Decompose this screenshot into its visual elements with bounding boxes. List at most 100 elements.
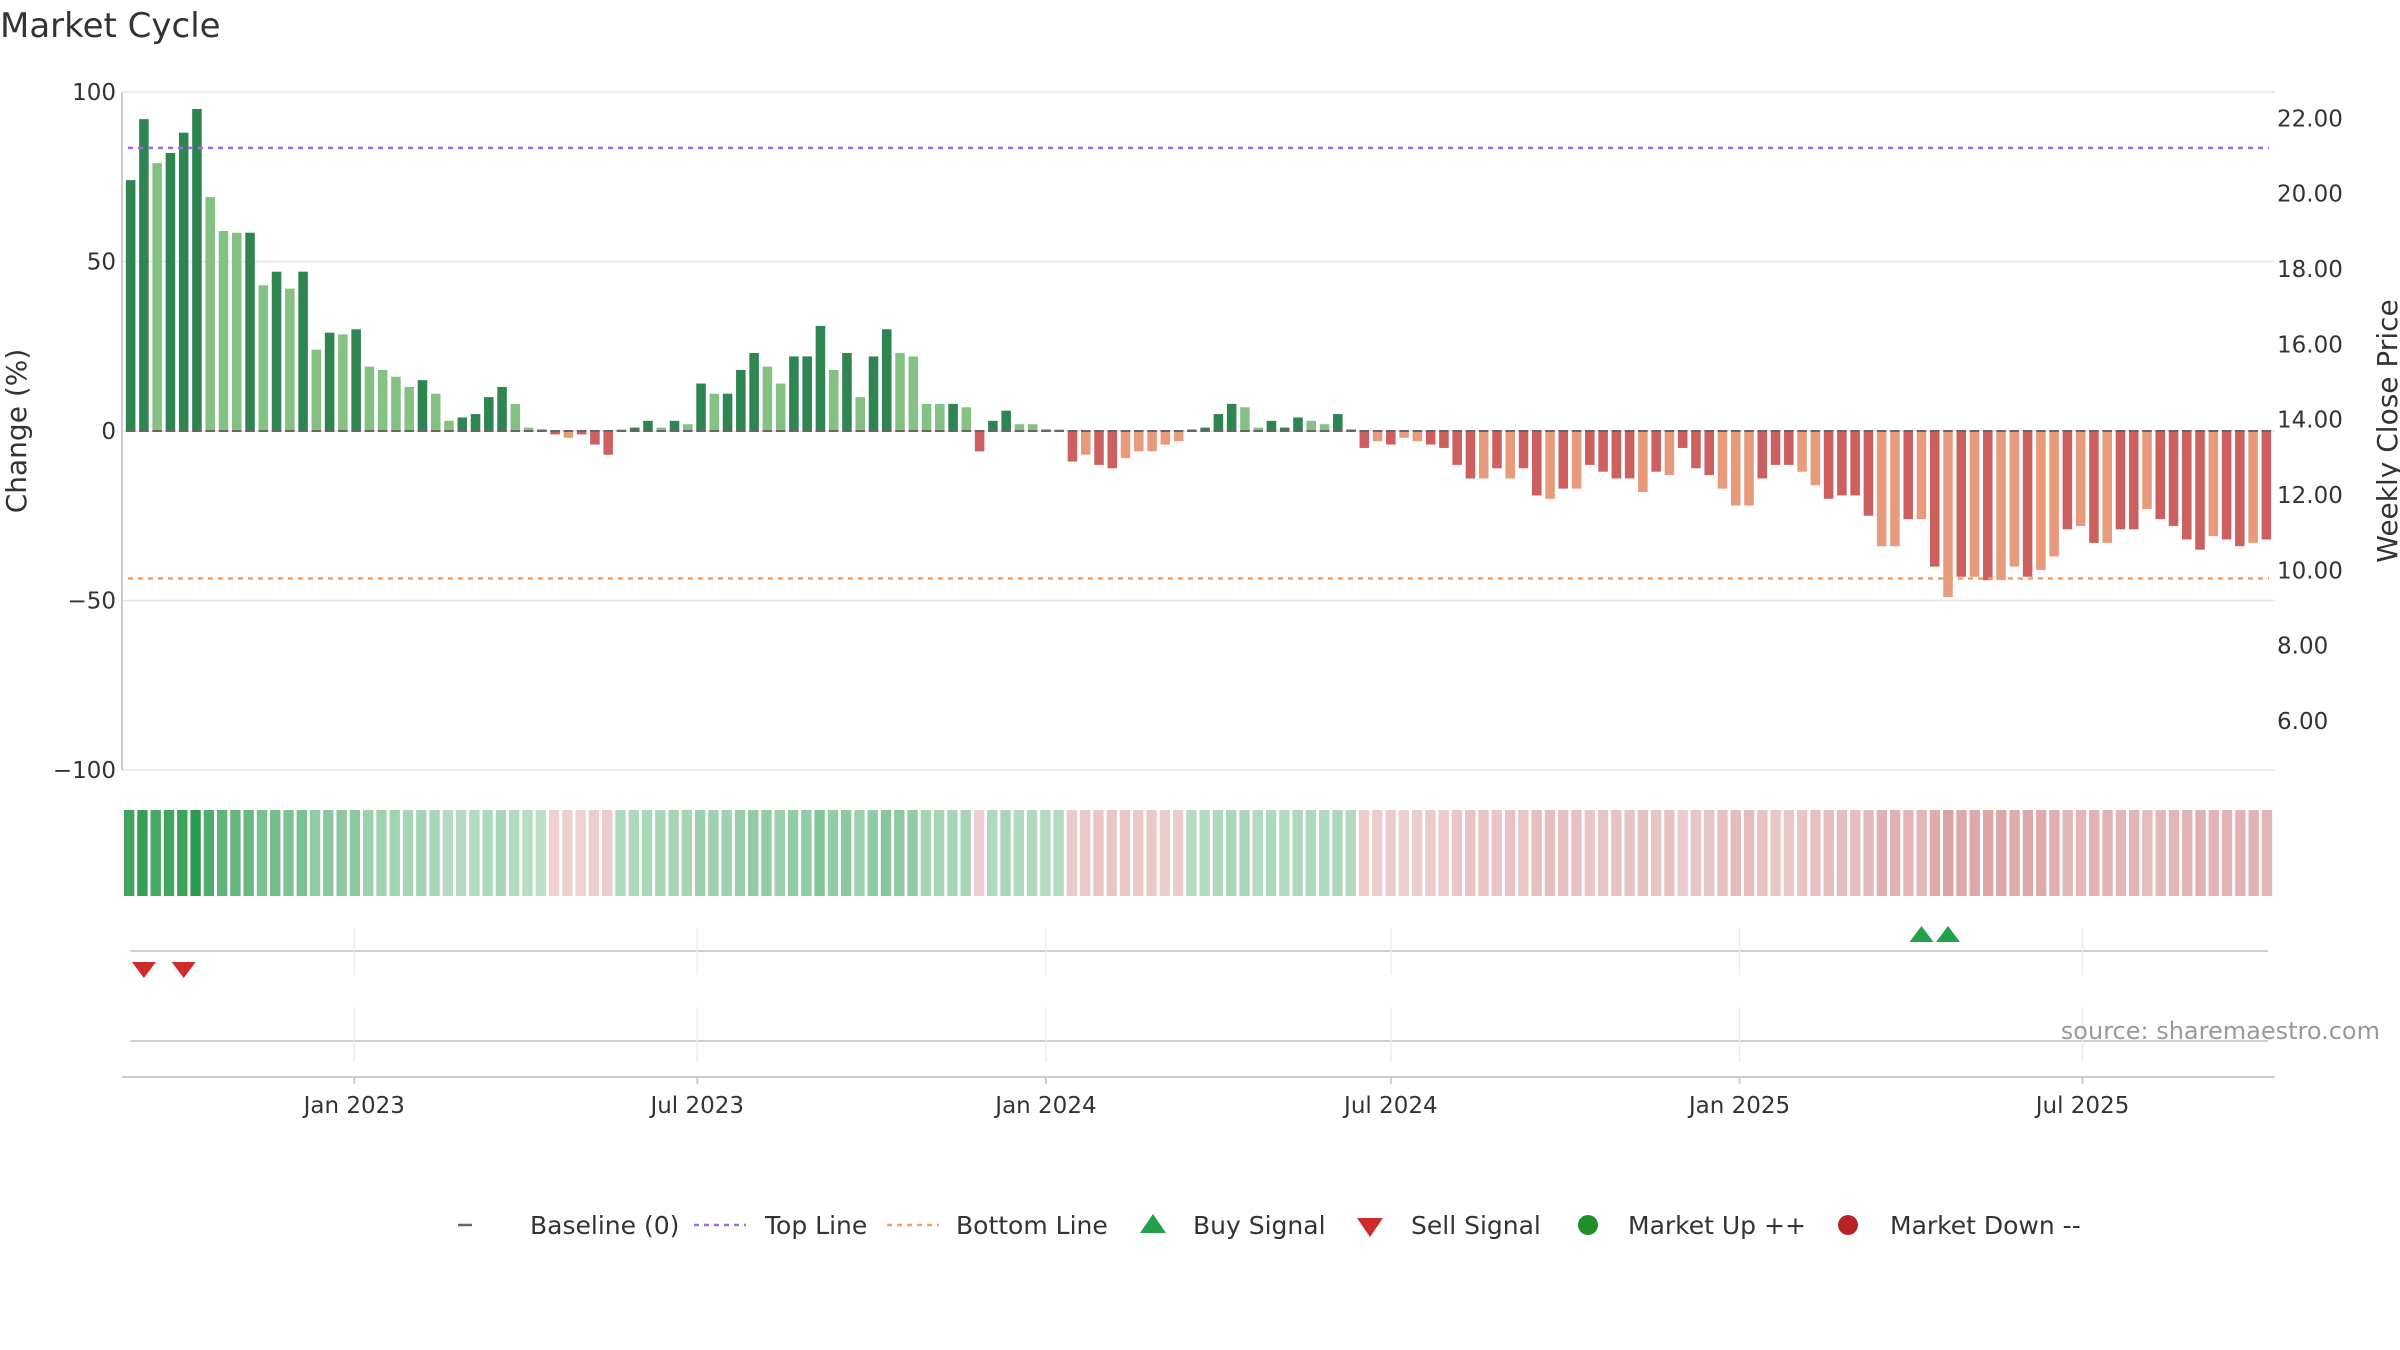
heat-cell bbox=[1013, 810, 1024, 896]
bar bbox=[2036, 431, 2046, 570]
heat-cell bbox=[2075, 810, 2087, 896]
bar bbox=[1717, 431, 1728, 489]
bar bbox=[1996, 431, 2006, 581]
heat-cell bbox=[854, 810, 865, 896]
heat-cell bbox=[1093, 810, 1104, 896]
bar bbox=[988, 420, 998, 431]
heat-cell bbox=[1000, 810, 1011, 896]
heat-cell bbox=[1956, 810, 1967, 896]
source-label: source: sharemaestro.com bbox=[2061, 1017, 2380, 1045]
bar bbox=[1134, 431, 1144, 452]
heat-cell bbox=[1757, 810, 1768, 896]
heat-cell bbox=[1119, 810, 1131, 896]
bar bbox=[1876, 431, 1887, 547]
axes-layer bbox=[121, 92, 2275, 1078]
bar bbox=[603, 431, 613, 455]
heat-cell bbox=[1319, 810, 1330, 896]
heat-cell bbox=[1292, 810, 1303, 896]
left-axis-title: Change (%) bbox=[0, 349, 33, 514]
bar bbox=[1359, 431, 1370, 448]
heat-cell bbox=[2195, 810, 2206, 896]
bar bbox=[1585, 431, 1595, 465]
heat-cell bbox=[256, 810, 268, 896]
heat-cell bbox=[2142, 810, 2153, 896]
bar bbox=[881, 329, 892, 431]
heat-cell bbox=[2009, 810, 2020, 896]
bar bbox=[1200, 427, 1210, 431]
grid-layer bbox=[122, 91, 2275, 771]
heat-cell bbox=[1730, 810, 1741, 896]
heat-cell bbox=[2261, 810, 2273, 896]
legend-item: Market Down -- bbox=[1838, 1211, 2081, 1240]
left-tick-label: −50 bbox=[67, 589, 116, 615]
bar bbox=[1969, 431, 1980, 577]
heat-cell bbox=[296, 810, 307, 896]
bar bbox=[1929, 431, 1940, 567]
heat-cell bbox=[1783, 810, 1795, 896]
bar bbox=[563, 431, 574, 438]
bar bbox=[1890, 431, 1900, 547]
heat-cell bbox=[641, 810, 653, 896]
sell-signal-legend-icon bbox=[1357, 1218, 1383, 1237]
bar bbox=[961, 407, 972, 431]
heat-cell bbox=[402, 810, 414, 896]
heat-cell bbox=[323, 810, 334, 896]
bar bbox=[165, 153, 176, 431]
heat-cell bbox=[1491, 810, 1502, 896]
right-tick-label: 6.00 bbox=[2277, 709, 2328, 735]
heat-cell bbox=[2102, 810, 2113, 896]
bar bbox=[683, 424, 693, 431]
bar bbox=[2155, 431, 2166, 520]
heat-cell bbox=[203, 810, 215, 896]
heat-cell bbox=[588, 810, 600, 896]
legend-item: Sell Signal bbox=[1357, 1211, 1541, 1240]
heat-cell bbox=[1372, 810, 1383, 896]
heat-cell bbox=[814, 810, 825, 896]
heat-cell bbox=[2036, 810, 2047, 896]
reference-lines-layer bbox=[128, 146, 2269, 580]
heat-cell bbox=[309, 810, 321, 896]
bar bbox=[762, 366, 773, 431]
bar bbox=[2195, 431, 2205, 550]
x-tick-label: Jan 2023 bbox=[302, 1093, 405, 1119]
sell-signal-marker bbox=[131, 962, 156, 978]
heat-cell bbox=[1172, 810, 1184, 896]
heat-cell bbox=[1677, 810, 1688, 896]
heat-cell bbox=[363, 810, 374, 896]
bar bbox=[192, 108, 202, 431]
heat-cell bbox=[1159, 810, 1171, 896]
heat-cell bbox=[1358, 810, 1370, 896]
left-tick-label: 50 bbox=[87, 250, 116, 276]
bar bbox=[842, 353, 852, 431]
left-tick-labels: 100 50 0 −50 −100 bbox=[53, 80, 116, 784]
legend-item: Market Up ++ bbox=[1578, 1211, 1806, 1240]
right-axis-title: Weekly Close Price bbox=[2371, 299, 2400, 562]
bar bbox=[1770, 431, 1781, 465]
bar bbox=[404, 386, 414, 431]
bar bbox=[1319, 424, 1330, 431]
x-tick-label: Jan 2025 bbox=[1687, 1093, 1790, 1119]
heat-cell bbox=[880, 810, 892, 896]
heat-cell bbox=[1558, 810, 1569, 896]
heat-cell bbox=[2221, 810, 2233, 896]
bar bbox=[1293, 417, 1303, 431]
heat-cell bbox=[1518, 810, 1529, 896]
right-tick-label: 10.00 bbox=[2277, 558, 2343, 584]
heat-cell bbox=[376, 810, 387, 896]
heat-cell bbox=[177, 810, 188, 896]
heat-cell bbox=[1199, 810, 1210, 896]
heat-cell bbox=[1265, 810, 1277, 896]
bar bbox=[1611, 431, 1622, 479]
heat-cell bbox=[907, 810, 918, 896]
heat-cell bbox=[2182, 810, 2193, 896]
heat-cell bbox=[124, 810, 135, 896]
right-tick-label: 22.00 bbox=[2277, 106, 2343, 132]
left-tick-label: 0 bbox=[101, 419, 116, 445]
heat-cell bbox=[1026, 810, 1038, 896]
legend-item: Top Line bbox=[694, 1211, 867, 1240]
left-tick-label: 100 bbox=[72, 80, 116, 106]
heat-cell bbox=[734, 810, 746, 896]
market-up-legend-icon bbox=[1578, 1215, 1598, 1235]
legend-item: Buy Signal bbox=[1140, 1211, 1326, 1240]
bar bbox=[444, 420, 454, 431]
